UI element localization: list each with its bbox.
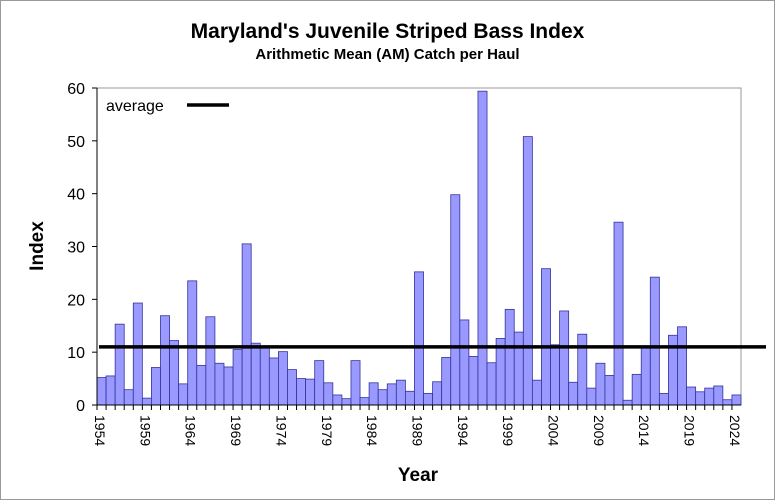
y-tick-label: 60	[67, 81, 85, 98]
bar-1957	[123, 389, 134, 406]
bar-2015	[649, 276, 660, 406]
bar-2018	[677, 326, 687, 406]
bar-1969	[232, 349, 243, 406]
bar-2010	[604, 375, 615, 406]
bar-1960	[151, 367, 161, 406]
bar-1993	[450, 194, 461, 406]
bar-1958	[132, 302, 143, 406]
legend-average-label: average	[106, 98, 164, 115]
bar-1984	[368, 382, 379, 406]
bar-1995	[468, 355, 479, 406]
bar-2022	[713, 385, 724, 406]
bar-2011	[613, 221, 624, 406]
x-tick-label: 1969	[228, 415, 244, 446]
y-tick-label: 0	[76, 398, 85, 415]
bars	[96, 90, 742, 406]
bar-1981	[341, 398, 352, 406]
bar-2023	[722, 399, 733, 406]
bar-2000	[513, 331, 524, 406]
bar-1985	[377, 389, 388, 406]
y-tick-label: 20	[67, 292, 85, 309]
bar-1980	[332, 394, 343, 406]
bar-2016	[658, 392, 669, 406]
bar-2001	[522, 136, 533, 406]
bar-2004	[550, 344, 560, 406]
bar-1978	[314, 360, 325, 406]
bar-1962	[169, 340, 180, 406]
x-tick-label: 1974	[273, 415, 289, 446]
bar-2006	[568, 381, 579, 406]
y-tick-label: 30	[67, 240, 85, 257]
bar-2013	[631, 373, 642, 406]
bar-2007	[577, 333, 588, 406]
x-tick-label: 1989	[409, 415, 425, 446]
bar-2003	[541, 268, 551, 406]
axes: 0 10 20 30 40 50 60 1954 1959 1964 1969 1974 1979 198…	[67, 81, 743, 446]
bar-1963	[178, 383, 189, 406]
bar-1991	[432, 381, 443, 406]
x-tick-label: 2009	[591, 415, 607, 446]
x-tick-label: 1959	[137, 415, 153, 446]
bar-1971	[250, 342, 261, 406]
x-tick-label: 1964	[183, 415, 199, 446]
bar-1976	[296, 378, 307, 406]
bar-2020	[695, 391, 706, 406]
x-tick-label: 2019	[682, 415, 698, 446]
bar-1982	[350, 360, 361, 406]
bar-1972	[259, 347, 270, 406]
x-tick-label: 1999	[500, 415, 516, 446]
chart-subtitle: Arithmetic Mean (AM) Catch per Haul	[255, 46, 520, 63]
bar-1994	[459, 319, 470, 406]
bar-1964	[187, 280, 198, 406]
bar-1989	[414, 271, 424, 406]
bar-1990	[423, 392, 434, 406]
y-tick-label: 10	[67, 345, 85, 362]
bar-2014	[640, 346, 651, 406]
bar-1986	[386, 383, 397, 406]
x-tick-label: 1984	[364, 415, 380, 446]
bar-1956	[114, 323, 125, 406]
bar-1961	[160, 315, 170, 406]
bar-1997	[486, 362, 497, 406]
bar-1966	[205, 316, 216, 406]
bar-2019	[686, 386, 697, 406]
bar-1970	[241, 243, 252, 406]
bar-2008	[586, 387, 597, 406]
x-tick-label: 2004	[546, 415, 562, 446]
bar-2002	[531, 379, 542, 406]
x-axis-label: Year	[398, 465, 439, 486]
y-axis-label: Index	[27, 221, 48, 271]
bar-1983	[359, 397, 370, 406]
y-tick-label: 50	[67, 134, 85, 151]
bar-1996	[477, 90, 488, 406]
bar-1988	[404, 390, 415, 406]
bar-1975	[287, 369, 297, 406]
y-tick-label: 40	[67, 187, 85, 204]
bar-1974	[278, 351, 288, 406]
chart-title: Maryland's Juvenile Striped Bass Index	[190, 20, 585, 43]
x-tick-label: 1994	[455, 415, 471, 446]
bar-1959	[141, 397, 152, 406]
bar-1992	[441, 357, 452, 406]
bar-2009	[595, 362, 606, 406]
bar-1973	[268, 357, 279, 406]
bar-1954	[96, 377, 107, 406]
bar-2012	[622, 399, 633, 406]
bar-2021	[704, 387, 715, 406]
bar-1977	[305, 378, 316, 406]
bar-1979	[323, 382, 334, 406]
bar-1999	[504, 308, 515, 406]
bar-1968	[223, 366, 234, 406]
bar-1967	[214, 362, 225, 406]
bar-2024	[731, 394, 742, 406]
x-tick-label: 2014	[636, 415, 652, 446]
x-tick-label: 1979	[319, 415, 335, 446]
x-tick-label: 1954	[92, 415, 108, 446]
bar-1987	[395, 379, 406, 406]
bar-1955	[105, 375, 116, 406]
bar-2005	[559, 310, 570, 406]
x-tick-label: 2024	[727, 415, 743, 446]
bar-1965	[196, 364, 207, 406]
